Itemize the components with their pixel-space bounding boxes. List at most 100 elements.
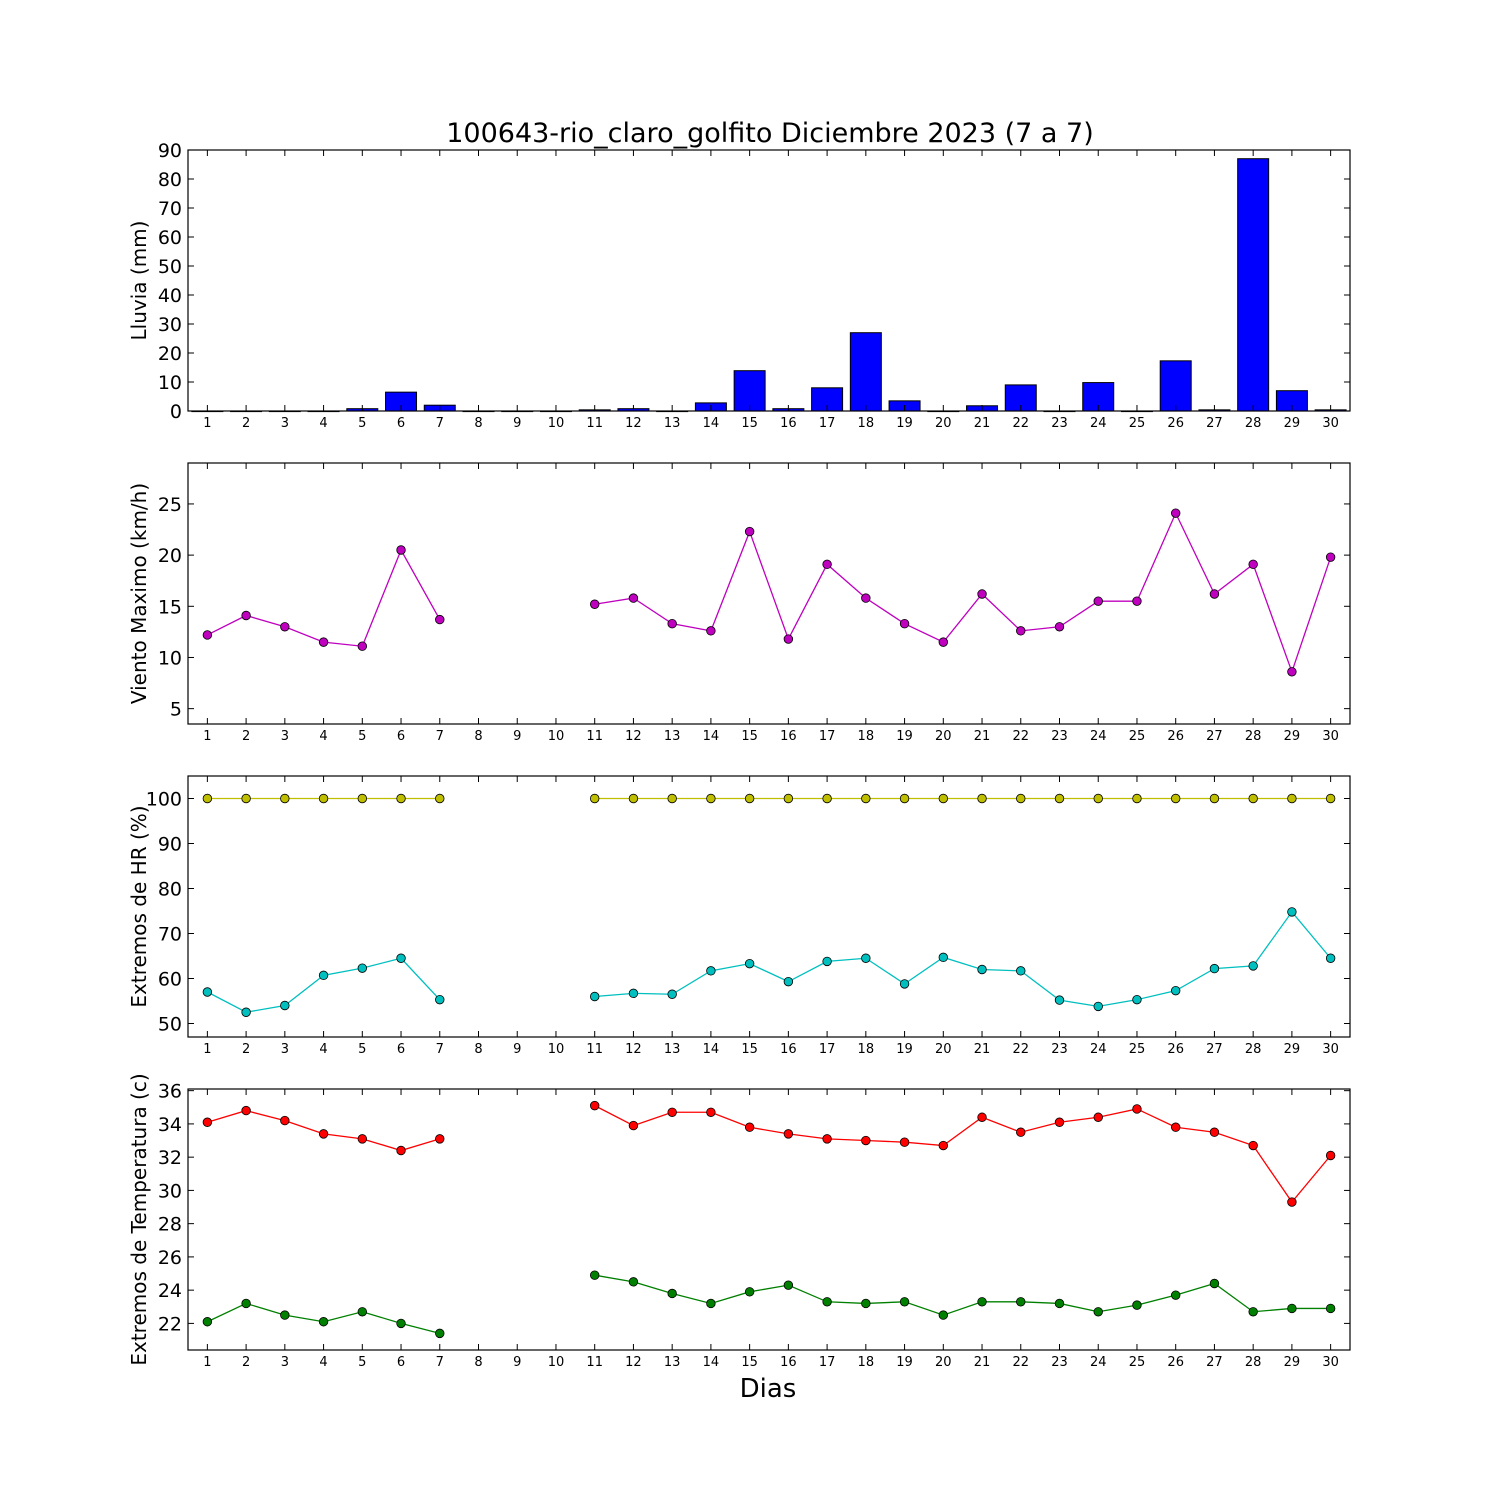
series-2-point-17 — [822, 956, 832, 967]
series-2-point-15 — [744, 1287, 755, 1297]
x-tick-label: 2 — [242, 729, 250, 744]
x-tick-label: 13 — [664, 1042, 681, 1057]
y-tick-label: 5 — [170, 699, 182, 721]
series-2-point-21 — [977, 1297, 987, 1307]
series-1-point-1 — [202, 793, 213, 804]
series-1-point-28 — [1248, 1140, 1258, 1151]
x-tick-label: 12 — [625, 1042, 642, 1057]
series-2-point-23 — [1054, 1298, 1065, 1309]
x-tick-label: 29 — [1284, 1355, 1301, 1370]
series-2-point-4 — [318, 1317, 329, 1327]
series-2-point-3 — [280, 1000, 290, 1011]
x-tick-label: 20 — [935, 416, 952, 431]
x-tick-label: 30 — [1322, 729, 1339, 744]
x-tick-label: 10 — [548, 1042, 565, 1057]
series-1-point-15 — [744, 526, 755, 537]
series-1-point-2 — [241, 793, 251, 804]
x-tick-label: 18 — [858, 729, 875, 744]
series-1-point-12 — [628, 593, 639, 603]
series-1-point-13 — [667, 1107, 677, 1117]
x-tick-label: 27 — [1206, 729, 1223, 744]
series-1-point-25 — [1132, 596, 1142, 606]
x-tick-label: 19 — [896, 416, 913, 431]
x-tick-label: 26 — [1167, 1355, 1184, 1370]
y-tick-label: 60 — [158, 227, 182, 249]
series-1-line — [594, 511, 1332, 674]
x-tick-label: 27 — [1206, 1355, 1223, 1370]
x-tick-label: 23 — [1051, 416, 1068, 431]
x-tick-label: 8 — [474, 416, 482, 431]
plot-frame — [187, 775, 1351, 1038]
series-2-line — [594, 910, 1332, 1008]
series-1-point-30 — [1325, 552, 1336, 562]
series-1-point-15 — [744, 1122, 755, 1132]
series-1-point-30 — [1325, 793, 1336, 804]
x-tick-label: 2 — [242, 416, 250, 431]
x-tick-label: 26 — [1167, 729, 1184, 744]
x-tick-label: 28 — [1245, 1355, 1262, 1370]
series-1-point-21 — [977, 793, 987, 804]
series-1-point-6 — [396, 1145, 406, 1156]
series-1-point-22 — [1016, 1127, 1026, 1137]
series-1-point-26 — [1170, 508, 1181, 518]
x-tick-label: 1 — [203, 1355, 211, 1370]
x-tick-label: 24 — [1090, 729, 1107, 744]
series-1-point-17 — [822, 1134, 832, 1144]
series-1-point-7 — [435, 614, 445, 625]
plot-frame — [187, 462, 1351, 725]
x-tick-label: 10 — [548, 1355, 565, 1370]
x-tick-label: 7 — [436, 729, 444, 744]
series-1-point-20 — [938, 793, 949, 804]
x-tick-label: 17 — [819, 416, 836, 431]
y-tick-label: 20 — [158, 343, 182, 365]
series-2-point-2 — [241, 1298, 251, 1309]
y-tick-label: 36 — [158, 1081, 182, 1103]
y-tick-label: 30 — [158, 314, 182, 336]
x-tick-label: 9 — [513, 729, 521, 744]
x-tick-label: 25 — [1129, 729, 1146, 744]
series-1-point-21 — [977, 1112, 987, 1122]
x-tick-label: 29 — [1284, 1042, 1301, 1057]
series-2-point-20 — [938, 952, 949, 963]
series-2-point-12 — [628, 1277, 639, 1287]
series-1-point-14 — [706, 793, 716, 804]
series-1-point-14 — [706, 1107, 716, 1117]
x-tick-label: 17 — [819, 729, 836, 744]
x-tick-label: 3 — [281, 1042, 289, 1057]
y-axis-label: Lluvia (mm) — [127, 221, 151, 341]
x-tick-label: 4 — [319, 1355, 327, 1370]
series-1-point-5 — [357, 793, 368, 804]
series-1-point-20 — [938, 1140, 949, 1151]
series-1-point-12 — [628, 793, 639, 804]
x-tick-label: 14 — [703, 416, 720, 431]
y-tick-label: 26 — [158, 1247, 182, 1269]
x-tick-label: 18 — [858, 416, 875, 431]
series-1-point-7 — [435, 793, 445, 804]
series-1-point-3 — [280, 793, 290, 804]
series-2-point-16 — [783, 976, 794, 987]
x-tick-label: 5 — [358, 729, 366, 744]
x-axis-label: Dias — [740, 1374, 797, 1404]
y-tick-label: 15 — [158, 596, 182, 618]
x-tick-label: 27 — [1206, 1042, 1223, 1057]
bar-day-18 — [849, 332, 882, 412]
x-tick-label: 3 — [281, 729, 289, 744]
series-2-line — [594, 1274, 1331, 1316]
x-tick-label: 9 — [513, 1042, 521, 1057]
y-tick-label: 28 — [158, 1214, 182, 1236]
x-tick-label: 5 — [358, 1042, 366, 1057]
series-1-point-18 — [861, 793, 871, 804]
chart-title: 100643-rio_claro_golfito Diciembre 2023 … — [446, 118, 1094, 149]
x-tick-label: 3 — [281, 416, 289, 431]
x-tick-label: 30 — [1322, 416, 1339, 431]
y-tick-label: 10 — [158, 647, 182, 669]
series-1-point-14 — [706, 626, 716, 636]
x-tick-label: 25 — [1129, 416, 1146, 431]
y-tick-label: 80 — [158, 879, 182, 901]
series-1-point-23 — [1054, 1117, 1065, 1127]
series-2-point-28 — [1248, 1307, 1258, 1317]
y-tick-label: 70 — [158, 924, 182, 946]
series-2-point-30 — [1325, 1303, 1336, 1314]
